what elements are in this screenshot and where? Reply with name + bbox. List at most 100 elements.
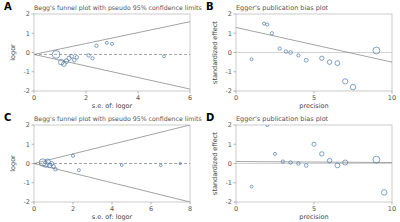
plot-frame	[34, 14, 190, 91]
y-axis-label: standardized effect	[211, 21, 219, 84]
point	[270, 32, 273, 35]
point	[75, 56, 78, 59]
point	[327, 158, 332, 163]
y-tick	[32, 144, 35, 145]
y-tick-label: -1	[226, 179, 232, 187]
point	[95, 44, 98, 47]
y-tick-label: 2	[26, 10, 30, 18]
point	[304, 164, 308, 168]
title: Begg's funnel plot with pseudo 95% confi…	[34, 115, 202, 123]
point	[343, 160, 348, 165]
point	[64, 59, 69, 64]
point	[70, 54, 74, 58]
plot-area	[34, 125, 190, 202]
point	[110, 42, 113, 45]
y-axis-label: logor	[9, 44, 17, 61]
line	[34, 125, 190, 164]
point	[77, 169, 80, 172]
point	[273, 152, 276, 155]
point	[320, 56, 324, 60]
x-axis-label: s.e. of: logor	[92, 102, 133, 110]
y-tick-label: -2	[226, 198, 232, 206]
y-tick-label: 0	[228, 49, 232, 57]
y-axis-label: logor	[9, 155, 17, 172]
y-tick	[32, 33, 35, 34]
panel: ABegg's funnel plot with pseudo 95% conf…	[4, 1, 202, 110]
y-tick-label: 1	[228, 141, 232, 149]
point	[304, 58, 308, 62]
point	[373, 47, 380, 54]
point	[289, 161, 292, 164]
y-tick	[32, 52, 35, 53]
point	[278, 47, 281, 50]
plot-frame	[236, 14, 392, 91]
y-tick-label: 2	[228, 10, 232, 18]
y-tick-label: -2	[24, 87, 30, 95]
point	[163, 55, 166, 58]
plot-area	[236, 125, 392, 195]
plot-area	[236, 22, 392, 90]
reference-line	[236, 52, 392, 53]
point	[52, 51, 60, 59]
point	[179, 162, 181, 164]
x-tick-label: 5	[312, 94, 316, 102]
point	[312, 142, 316, 146]
x-tick-label: 2	[71, 205, 75, 213]
point	[297, 162, 300, 165]
point	[250, 185, 253, 188]
x-axis-label: s.e. of: logor	[92, 213, 133, 221]
point	[343, 79, 348, 84]
point	[54, 168, 57, 171]
y-tick	[32, 91, 35, 92]
y-tick	[32, 14, 35, 15]
line	[236, 27, 392, 62]
x-tick-label: 0	[32, 94, 36, 102]
point	[159, 164, 162, 167]
x-tick-label: 8	[188, 205, 192, 213]
y-tick-label: -2	[226, 87, 232, 95]
x-tick-label: 4	[110, 205, 114, 213]
panel-label: A	[4, 1, 12, 12]
y-tick-label: 1	[26, 141, 30, 149]
x-tick-label: 2	[84, 94, 88, 102]
y-tick	[234, 14, 237, 15]
y-tick	[32, 125, 35, 126]
y-tick-label: 0	[228, 160, 232, 168]
x-tick-label: 10	[388, 94, 396, 102]
y-tick	[234, 202, 237, 203]
point	[335, 163, 340, 168]
point	[289, 51, 293, 55]
point	[105, 41, 108, 44]
reference-line	[236, 163, 392, 164]
panel-label: B	[206, 1, 214, 12]
y-tick	[32, 182, 35, 183]
y-tick-label: 1	[228, 30, 232, 38]
point	[281, 160, 284, 163]
y-tick	[234, 125, 237, 126]
line	[34, 22, 190, 55]
panel: BEgger's publication bias plot0510-2-101…	[206, 1, 396, 110]
y-tick	[32, 71, 35, 72]
y-tick	[234, 144, 237, 145]
point	[297, 54, 300, 57]
plot-frame	[34, 125, 190, 202]
center-line	[34, 163, 190, 164]
y-tick-label: 0	[26, 49, 30, 57]
y-tick	[32, 202, 35, 203]
y-tick	[234, 163, 237, 164]
x-tick-label: 10	[388, 205, 396, 213]
y-tick	[32, 163, 35, 164]
center-line	[34, 54, 190, 55]
x-tick-label: 4	[136, 94, 140, 102]
panel-label: C	[4, 112, 11, 123]
y-axis-label: standardized effect	[211, 132, 219, 195]
y-tick	[234, 182, 237, 183]
y-tick-label: 2	[26, 121, 30, 129]
y-tick-label: 1	[26, 30, 30, 38]
title: Egger's publication bias plot	[236, 4, 329, 12]
y-tick	[234, 91, 237, 92]
chart: A Begg's funnel plot with pseudo 95% conf…	[0, 0, 400, 222]
point	[120, 164, 123, 167]
x-tick-label: 6	[188, 94, 192, 102]
y-tick	[234, 52, 237, 53]
